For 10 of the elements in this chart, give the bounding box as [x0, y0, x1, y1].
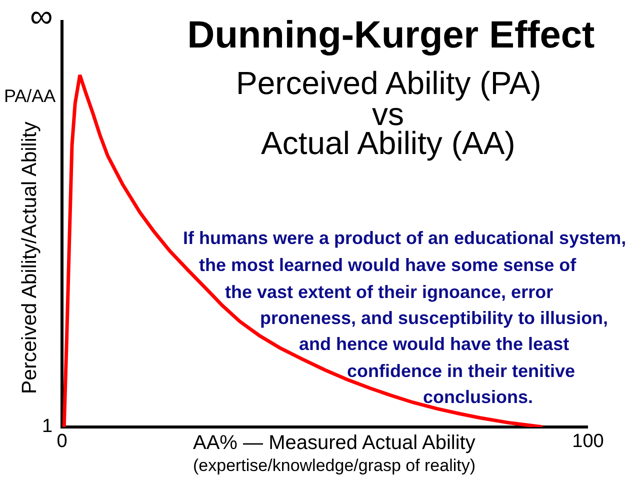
text: 1 [42, 416, 53, 437]
x-tick-label: 0 [56, 431, 68, 452]
text: ∞ [30, 0, 53, 34]
annotation: If humans were a product of an educational system, the most learned would have some sense of the vast extent of their ignoance, error proneness, and susceptibility to illusion, and hence would have the least confidence in their tenitive conclusions. [183, 228, 626, 407]
chart-title: Dunning-Kurger Effect [187, 14, 596, 56]
x-tick-label: 100 [572, 431, 604, 452]
text: PA/AA [4, 86, 56, 106]
x-axis-title: AA% — Measured Actual Ability (expertise/knowledge/grasp of reality) [193, 432, 476, 475]
text: Perceived Ability (PA) vs Actual Ability (AA) [236, 65, 542, 161]
y-axis-title: Perceived Ability/Actual Ability [18, 120, 41, 394]
